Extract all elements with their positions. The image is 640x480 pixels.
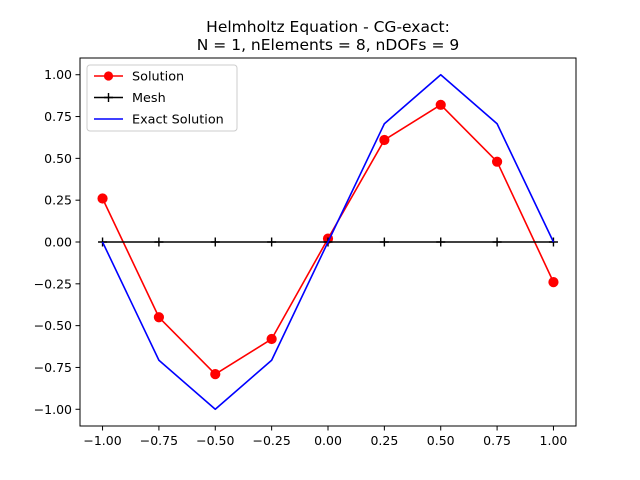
x-tick-label: 0.25 bbox=[370, 433, 398, 448]
y-tick-label: −1.00 bbox=[34, 402, 72, 417]
data-point-mesh bbox=[154, 237, 164, 247]
series-line-exact-solution bbox=[101, 73, 555, 411]
x-tick-label: −1.00 bbox=[83, 433, 121, 448]
data-point-mesh bbox=[548, 237, 558, 247]
y-tick-label: −0.25 bbox=[34, 276, 72, 291]
data-point-mesh bbox=[492, 237, 502, 247]
y-tick-label: 0.50 bbox=[44, 151, 72, 166]
legend-marker-solution bbox=[103, 71, 114, 81]
axes-layer: −1.00 −0.75 −0.50 −0.25 0.00 0.25 0.50 0.75 1.00… bbox=[34, 57, 577, 448]
data-point-solution bbox=[210, 369, 221, 380]
legend: Solution Mesh Exact Solution bbox=[86, 64, 238, 132]
series-layer bbox=[97, 73, 559, 411]
x-tick-label: 0.00 bbox=[314, 433, 342, 448]
x-tick-label: −0.50 bbox=[196, 433, 234, 448]
data-point-mesh bbox=[210, 237, 220, 247]
data-point-solution bbox=[491, 156, 503, 167]
legend-marker-mesh bbox=[104, 93, 113, 102]
x-tick-label: 0.50 bbox=[427, 433, 455, 448]
x-tick-label: 1.00 bbox=[540, 433, 568, 448]
data-point-solution bbox=[153, 312, 165, 323]
data-point-mesh bbox=[379, 237, 389, 247]
data-point-mesh bbox=[267, 237, 277, 247]
y-tick-label: 0.75 bbox=[44, 109, 72, 124]
chart-title-line-1: Helmholtz Equation - CG-exact: bbox=[206, 18, 450, 36]
y-tick-label: 0.00 bbox=[44, 235, 72, 250]
data-point-solution bbox=[97, 193, 108, 204]
legend-label-solution: Solution bbox=[132, 70, 184, 85]
x-tick-label: 0.75 bbox=[483, 433, 511, 448]
y-tick-label: 0.25 bbox=[44, 193, 72, 208]
x-tick-label: −0.75 bbox=[140, 433, 178, 448]
y-tick-label: −0.75 bbox=[34, 360, 72, 375]
chart-title-line-2: N = 1, nElements = 8, nDOFs = 9 bbox=[197, 36, 459, 54]
data-point-solution bbox=[548, 277, 559, 288]
legend-box bbox=[86, 64, 238, 132]
data-point-solution bbox=[435, 99, 446, 110]
y-tick-label: 1.00 bbox=[44, 67, 72, 82]
data-point-mesh bbox=[98, 237, 108, 247]
x-tick-label: −0.25 bbox=[252, 433, 290, 448]
data-point-solution bbox=[266, 333, 277, 345]
legend-label-mesh: Mesh bbox=[132, 91, 166, 106]
legend-label-exact-solution: Exact Solution bbox=[132, 113, 224, 128]
data-point-solution bbox=[379, 134, 390, 146]
y-tick-label: −0.50 bbox=[34, 318, 72, 333]
data-point-mesh bbox=[436, 237, 446, 247]
